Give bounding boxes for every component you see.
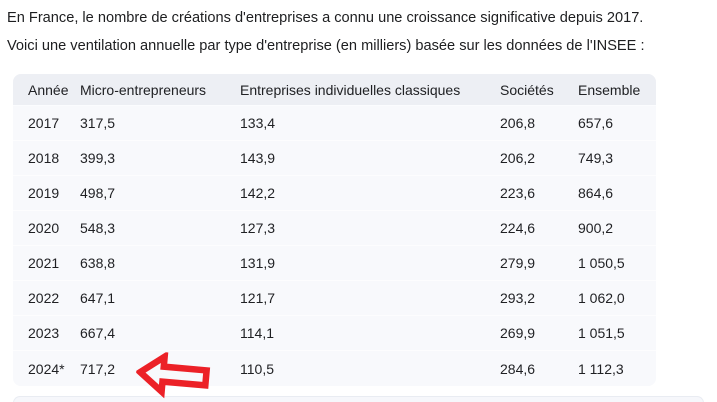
red-left-arrow-icon xyxy=(134,350,211,399)
arrow-shape xyxy=(134,350,211,399)
value-cell: 127,3 xyxy=(240,210,500,246)
value-cell: 224,6 xyxy=(500,210,578,246)
year-cell: 2019 xyxy=(13,175,80,211)
next-section-top-edge xyxy=(13,396,704,402)
value-cell: 864,6 xyxy=(578,175,656,211)
value-cell: 647,1 xyxy=(80,280,240,316)
table-row: 2021 638,8 131,9 279,9 1 050,5 xyxy=(13,245,656,281)
value-cell: 223,6 xyxy=(500,175,578,211)
value-cell: 1 112,3 xyxy=(578,350,656,386)
year-cell: 2024* xyxy=(13,350,80,386)
table-row: 2020 548,3 127,3 224,6 900,2 xyxy=(13,210,656,246)
table-row: 2023 667,4 114,1 269,9 1 051,5 xyxy=(13,315,656,351)
value-cell: 1 051,5 xyxy=(578,315,656,351)
value-cell: 1 062,0 xyxy=(578,280,656,316)
data-table: Année Micro-entrepreneurs Entreprises indi… xyxy=(13,74,656,386)
value-cell: 143,9 xyxy=(240,140,500,176)
intro-line-2: Voici une ventilation annuelle par type … xyxy=(7,38,645,54)
value-cell: 110,5 xyxy=(240,350,500,386)
table-row: 2019 498,7 142,2 223,6 864,6 xyxy=(13,175,656,211)
value-cell: 206,2 xyxy=(500,140,578,176)
value-cell: 293,2 xyxy=(500,280,578,316)
table-row: 2017 317,5 133,4 206,8 657,6 xyxy=(13,105,656,141)
value-cell: 399,3 xyxy=(80,140,240,176)
enterprise-creation-table: Année Micro-entrepreneurs Entreprises indi… xyxy=(13,74,656,386)
value-cell: 498,7 xyxy=(80,175,240,211)
value-cell: 638,8 xyxy=(80,245,240,281)
year-cell: 2023 xyxy=(13,315,80,351)
value-cell: 114,1 xyxy=(240,315,500,351)
year-cell: 2018 xyxy=(13,140,80,176)
table-row: 2022 647,1 121,7 293,2 1 062,0 xyxy=(13,280,656,316)
value-cell: 206,8 xyxy=(500,105,578,141)
intro-line-1: En France, le nombre de créations d'entr… xyxy=(7,10,644,26)
year-cell: 2022 xyxy=(13,280,80,316)
value-cell: 657,6 xyxy=(578,105,656,141)
value-cell: 900,2 xyxy=(578,210,656,246)
table-row: 2018 399,3 143,9 206,2 749,3 xyxy=(13,140,656,176)
column-header: Année xyxy=(13,74,80,106)
table-row: 2024* 717,2 110,5 284,6 1 112,3 xyxy=(13,350,656,386)
value-cell: 667,4 xyxy=(80,315,240,351)
year-cell: 2021 xyxy=(13,245,80,281)
table-body: 2017 317,5 133,4 206,8 657,6 2018 399,3 143,9 20… xyxy=(13,105,656,386)
year-cell: 2017 xyxy=(13,105,80,141)
column-header: Micro-entrepreneurs xyxy=(80,74,240,106)
value-cell: 279,9 xyxy=(500,245,578,281)
column-header: Ensemble xyxy=(578,74,656,106)
value-cell: 317,5 xyxy=(80,105,240,141)
column-header: Entreprises individuelles classiques xyxy=(240,74,500,106)
value-cell: 133,4 xyxy=(240,105,500,141)
value-cell: 284,6 xyxy=(500,350,578,386)
table-header-row: Année Micro-entrepreneurs Entreprises indi… xyxy=(13,74,656,106)
value-cell: 131,9 xyxy=(240,245,500,281)
value-cell: 121,7 xyxy=(240,280,500,316)
year-cell: 2020 xyxy=(13,210,80,246)
value-cell: 749,3 xyxy=(578,140,656,176)
value-cell: 142,2 xyxy=(240,175,500,211)
value-cell: 1 050,5 xyxy=(578,245,656,281)
intro-paragraph: En France, le nombre de créations d'entr… xyxy=(7,4,713,60)
value-cell: 548,3 xyxy=(80,210,240,246)
column-header: Sociétés xyxy=(500,74,578,106)
value-cell: 269,9 xyxy=(500,315,578,351)
